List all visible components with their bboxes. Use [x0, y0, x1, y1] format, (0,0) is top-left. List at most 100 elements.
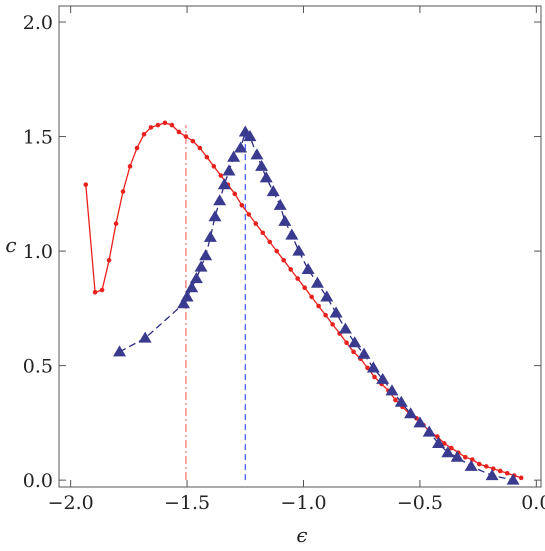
- data-point-dot: [476, 461, 482, 467]
- data-point-triangle: [278, 214, 292, 226]
- data-point-dot: [141, 131, 147, 137]
- data-point-dot: [316, 303, 321, 309]
- data-point-dot: [449, 445, 454, 451]
- data-point-dot: [274, 248, 280, 254]
- data-point-triangle: [357, 347, 371, 359]
- y-tick-label: 0.5: [23, 356, 53, 378]
- data-point-dot: [483, 464, 489, 469]
- data-point-triangle: [310, 276, 324, 288]
- data-point-triangle: [138, 331, 152, 343]
- data-point-triangle: [432, 436, 446, 449]
- plot-frame: [58, 5, 542, 488]
- x-tick-label: 0.0: [521, 492, 545, 514]
- data-point-dot: [302, 285, 307, 291]
- data-point-triangle: [255, 159, 269, 171]
- data-point-triangle: [394, 395, 408, 407]
- data-point-dot: [190, 138, 196, 144]
- data-point-dot: [504, 470, 510, 476]
- data-point-triangle: [413, 416, 427, 428]
- data-point-dot: [99, 287, 105, 293]
- y-axis-label: c: [5, 233, 16, 257]
- data-point-dot: [106, 257, 112, 263]
- data-point-dot: [162, 120, 168, 126]
- data-point-triangle: [464, 459, 478, 471]
- data-point-triangle: [506, 473, 520, 485]
- data-point-triangle: [203, 230, 217, 242]
- data-point-dot: [442, 441, 447, 446]
- data-point-triangle: [366, 361, 380, 373]
- y-tick-label: 2.0: [23, 12, 53, 34]
- data-point-triangle: [194, 260, 208, 272]
- series-layer: [83, 120, 524, 485]
- data-point-triangle: [422, 425, 436, 437]
- y-tick-label: 1.0: [23, 241, 53, 263]
- data-point-triangle: [404, 407, 418, 419]
- data-point-triangle: [180, 290, 194, 302]
- data-point-dot: [309, 294, 314, 300]
- data-point-triangle: [376, 372, 390, 384]
- data-point-dot: [393, 397, 398, 403]
- data-point-triangle: [385, 384, 399, 396]
- data-point-dot: [518, 475, 524, 481]
- series-line: [85, 122, 522, 479]
- data-point-triangle: [441, 446, 455, 458]
- data-point-triangle: [329, 306, 343, 318]
- data-point-triangle: [222, 164, 236, 176]
- data-point-triangle: [250, 148, 264, 160]
- data-point-dot: [351, 349, 356, 355]
- data-point-triangle: [217, 178, 231, 190]
- data-point-dot: [169, 122, 175, 128]
- data-point-triangle: [285, 228, 299, 240]
- data-point-dot: [120, 189, 126, 194]
- data-point-dot: [218, 173, 224, 178]
- series-1: [83, 120, 524, 481]
- data-point-dot: [113, 221, 119, 226]
- x-tick-label: −2.0: [48, 492, 94, 514]
- data-point-triangle: [227, 150, 241, 162]
- data-point-triangle: [113, 345, 127, 357]
- data-point-dot: [204, 154, 210, 160]
- reference-lines: [185, 125, 246, 481]
- y-tick-label: 1.5: [23, 127, 53, 149]
- x-tick-label: −1.0: [280, 492, 326, 514]
- x-tick-label: −0.5: [397, 492, 443, 514]
- data-point-dot: [232, 191, 238, 197]
- data-point-dot: [372, 374, 377, 380]
- data-point-triangle: [301, 262, 315, 274]
- data-point-dot: [155, 122, 161, 128]
- data-point-dot: [344, 340, 349, 346]
- data-point-dot: [148, 125, 154, 130]
- ticks: −2.0 −1.5 −1.0 −0.5 0.0 0.0 0.5 1.0 1.5 2.0: [23, 6, 545, 514]
- data-point-dot: [281, 257, 287, 263]
- data-point-triangle: [234, 141, 248, 153]
- x-tick-label: −1.5: [164, 492, 210, 514]
- data-point-triangle: [266, 185, 280, 197]
- data-point-dot: [239, 202, 245, 208]
- data-point-triangle: [292, 244, 306, 256]
- data-point-dot: [197, 145, 203, 151]
- data-point-triangle: [189, 272, 203, 284]
- y-tick-label: 0.0: [23, 470, 53, 492]
- data-point-dot: [253, 221, 259, 226]
- data-point-dot: [463, 454, 468, 460]
- data-point-dot: [267, 239, 273, 245]
- data-point-triangle: [348, 336, 362, 348]
- x-axis-label: ϵ: [296, 523, 307, 547]
- series-2: [113, 125, 520, 485]
- data-point-triangle: [485, 469, 499, 481]
- data-point-triangle: [208, 210, 222, 222]
- data-point-triangle: [185, 281, 199, 293]
- data-point-dot: [127, 164, 133, 169]
- data-point-dot: [176, 129, 182, 135]
- data-point-dot: [330, 322, 335, 327]
- data-point-dot: [365, 365, 370, 371]
- data-point-dot: [246, 212, 252, 217]
- data-point-triangle: [338, 322, 352, 334]
- data-point-dot: [134, 145, 140, 151]
- data-point-triangle: [450, 450, 464, 462]
- data-point-triangle: [213, 194, 227, 206]
- data-point-triangle: [199, 249, 213, 261]
- data-point-dot: [92, 290, 98, 295]
- data-point-dot: [183, 134, 189, 139]
